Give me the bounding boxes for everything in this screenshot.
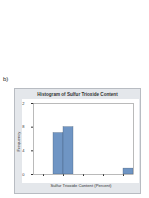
svg-text:4: 4 bbox=[22, 148, 25, 153]
svg-text:18: 18 bbox=[121, 182, 126, 183]
svg-text:16: 16 bbox=[101, 182, 106, 183]
svg-text:14: 14 bbox=[81, 182, 86, 183]
svg-text:12: 12 bbox=[22, 101, 25, 106]
html-text:b): b) bbox=[3, 76, 9, 82]
svg-text:0: 0 bbox=[22, 172, 25, 177]
svg-text:12: 12 bbox=[61, 182, 66, 183]
svg-text:10: 10 bbox=[41, 182, 46, 183]
html-text:Histogram of Sulfur Trioxide C: Histogram of Sulfur Trioxide Content bbox=[37, 92, 118, 97]
html-text:Sulfur Trioxide Content (Perce: Sulfur Trioxide Content (Percent) bbox=[50, 183, 112, 188]
html-text:Frequency: Frequency bbox=[16, 131, 21, 151]
svg-text:8: 8 bbox=[22, 124, 25, 129]
